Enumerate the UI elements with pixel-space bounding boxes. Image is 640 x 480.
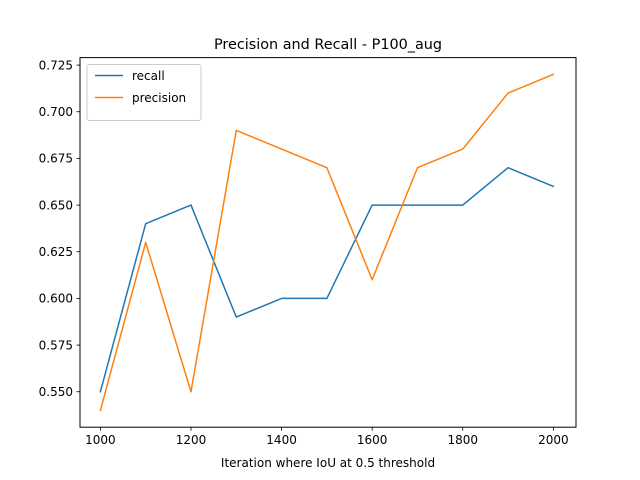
y-tick-label: 0.625	[39, 245, 73, 259]
y-axis-ticks: 0.550 0.575 0.600 0.625 0.650 0.675 0.700 0.725	[39, 58, 80, 399]
y-tick-label: 0.725	[39, 58, 73, 72]
y-tick-label: 0.550	[39, 385, 73, 399]
legend: recall precision	[86, 64, 202, 121]
x-tick-label: 1600	[357, 433, 388, 447]
x-tick-label: 2000	[538, 433, 569, 447]
y-tick-label: 0.700	[39, 105, 73, 119]
y-tick-label: 0.575	[39, 338, 73, 352]
x-axis-label: Iteration where IoU at 0.5 threshold	[221, 456, 435, 470]
legend-label-precision: precision	[132, 91, 186, 105]
series-line-recall	[99, 166, 555, 393]
legend-label-recall: recall	[132, 69, 165, 83]
x-tick-label: 1000	[85, 433, 116, 447]
x-axis-ticks: 1000 1200 1400 1600 1800 2000	[85, 427, 569, 447]
chart-title: Precision and Recall - P100_aug	[214, 37, 442, 53]
y-tick-label: 0.650	[39, 198, 73, 212]
plot-lines	[99, 73, 555, 412]
series-line-precision	[99, 73, 555, 412]
plot-frame	[79, 57, 577, 428]
y-tick-label: 0.675	[39, 152, 73, 166]
x-tick-label: 1800	[447, 433, 478, 447]
legend-box	[86, 64, 202, 121]
y-tick-label: 0.600	[39, 292, 73, 306]
x-tick-label: 1200	[176, 433, 207, 447]
x-tick-label: 1400	[266, 433, 297, 447]
